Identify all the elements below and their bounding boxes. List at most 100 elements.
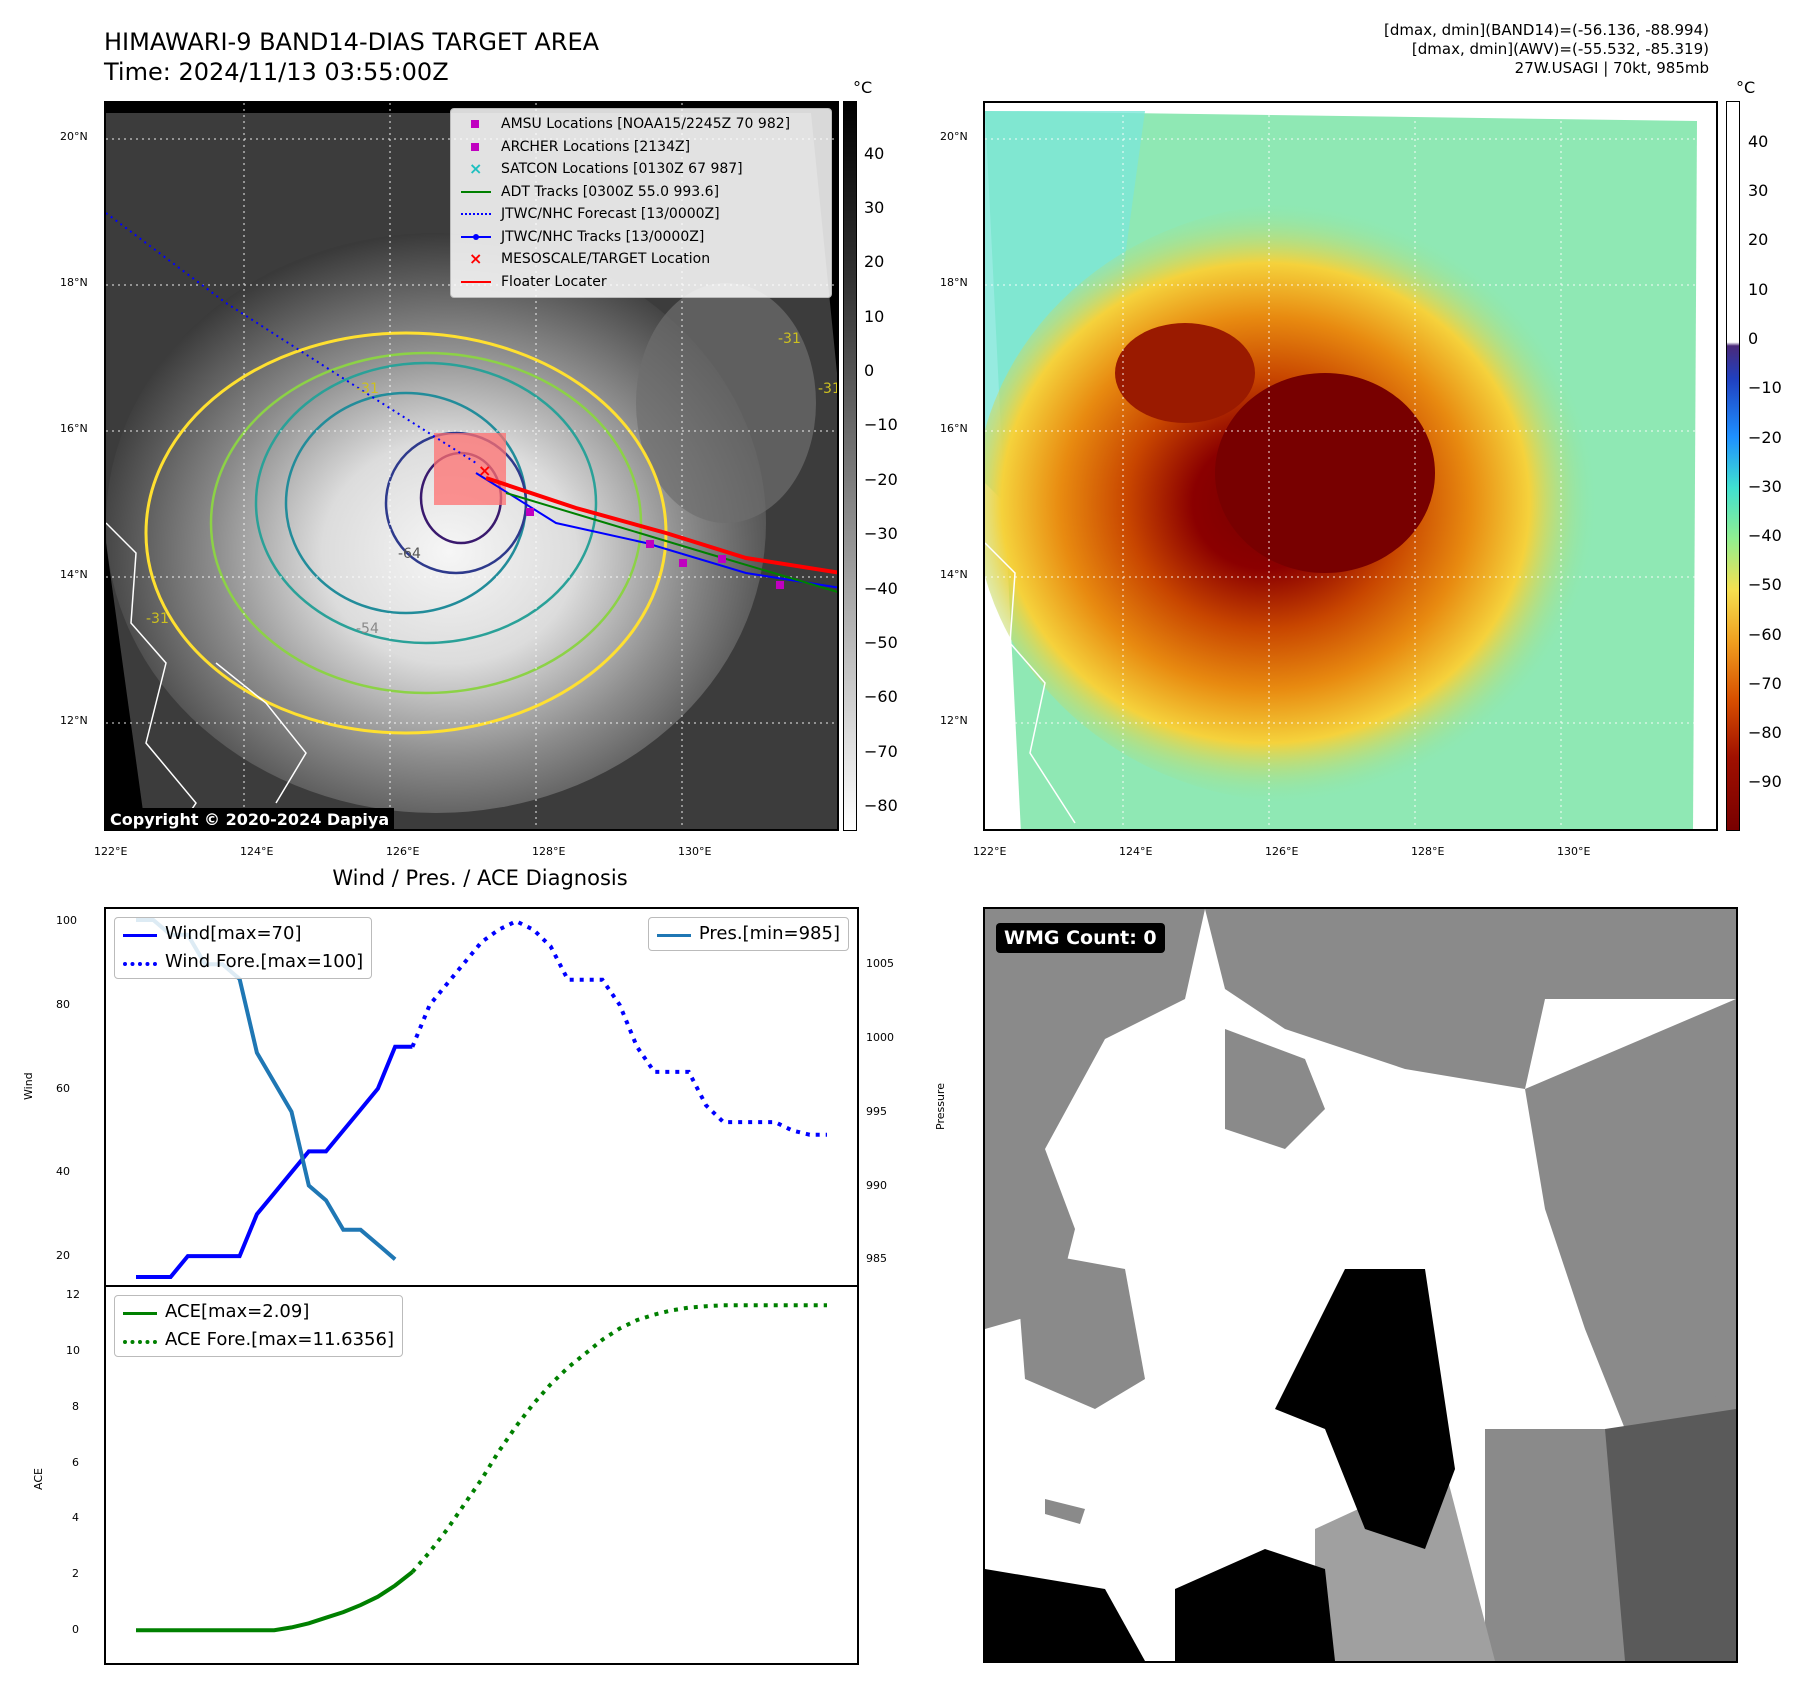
ace-forecast-series-line [410,1303,827,1574]
awv-colorbar-tick: −70 [1748,673,1782,693]
ir-lat-label: 14°N [60,568,88,581]
ir-lat-label: 20°N [60,130,88,143]
ir-lat-label: 12°N [60,714,88,727]
solid-line-icon [656,923,691,945]
dotted-line-icon [123,1329,157,1351]
ir-colorbar-tick: 20 [864,252,885,272]
dotted-line-icon [123,951,157,973]
ir-colorbar [843,101,857,831]
ir-colorbar-tick: 0 [864,361,875,381]
legend-jtwc-tracks: JTWC/NHC Tracks [13/0000Z] [459,226,823,249]
ir-colorbar-unit: °C [853,78,873,97]
legend-mesoscale: × MESOSCALE/TARGET Location [459,248,823,271]
wind-pres-chart: Wind[max=70] Wind Fore.[max=100] Pres.[m… [104,907,859,1287]
stats-band14: [dmax, dmin](BAND14)=(-56.136, -88.994) [1384,21,1709,39]
ace-series-line [136,1570,414,1633]
ace-tick: 10 [66,1343,80,1357]
stats-storm: 27W.USAGI | 70kt, 985mb [1514,59,1709,77]
x-marker-icon: × [469,249,483,269]
contour-label-64: -64 [398,546,421,562]
awv-colorbar-tick: 20 [1748,230,1769,250]
wind-axis-label: Wind [22,1072,35,1100]
ir-colorbar-tick: −40 [864,578,898,598]
square-marker-icon [459,136,493,158]
contour-label-31c: -31 [146,611,169,627]
legend-ace: ACE[max=2.09] [123,1298,394,1326]
awv-colorbar-tick: −50 [1748,575,1782,595]
awv-colorbar-tick: −90 [1748,772,1782,792]
ir-legend: AMSU Locations [NOAA15/2245Z 70 982] ARC… [450,108,832,298]
wind-legend: Wind[max=70] Wind Fore.[max=100] [114,917,373,979]
solid-line-icon [459,271,493,293]
legend-adt: ADT Tracks [0300Z 55.0 993.6] [459,181,823,204]
wmg-count-badge: WMG Count: 0 [996,923,1165,953]
title-line-1: HIMAWARI-9 BAND14-DIAS TARGET AREA [104,28,600,56]
legend-wind-forecast: Wind Fore.[max=100] [123,948,363,976]
wind-tick: 60 [56,1081,70,1095]
title-line-2: Time: 2024/11/13 03:55:00Z [104,58,449,86]
pressure-tick: 1000 [866,1030,894,1044]
pressure-tick: 1005 [866,957,894,971]
awv-lat-label: 14°N [940,568,968,581]
ir-colorbar-tick: 30 [864,197,885,217]
awv-lat-label: 16°N [940,422,968,435]
legend-satcon: × SATCON Locations [0130Z 67 987] [459,158,823,181]
wind-tick: 40 [56,1165,70,1179]
wmg-image [985,909,1736,1661]
ir-colorbar-tick: −70 [864,741,898,761]
ace-axis-label: ACE [32,1468,45,1490]
awv-lon-label: 126°E [1265,845,1299,858]
wind-tick: 20 [56,1249,70,1263]
awv-colorbar-tick: −80 [1748,723,1782,743]
ace-tick: 4 [72,1511,79,1525]
solid-line-icon [123,1301,157,1323]
ir-lon-label: 128°E [532,845,566,858]
legend-archer: ARCHER Locations [2134Z] [459,136,823,159]
diagnosis-title: Wind / Pres. / ACE Diagnosis [332,866,628,890]
ace-chart: ACE[max=2.09] ACE Fore.[max=11.6356] [104,1285,859,1665]
ir-colorbar-tick: −80 [864,796,898,816]
ir-colorbar-tick: 10 [864,306,885,326]
awv-colorbar-tick: 30 [1748,181,1769,201]
contour-label-54: -54 [356,621,379,637]
contour-label-31d: -31 [356,381,379,397]
ir-lat-label: 18°N [60,276,88,289]
awv-lat-label: 18°N [940,276,968,289]
ace-tick: 0 [72,1623,79,1637]
ir-satellite-panel: × -64 -54 -31 -31 -31 -31 AMSU Locations… [104,101,839,831]
pressure-tick: 995 [866,1104,887,1118]
stats-block: [dmax, dmin](BAND14)=(-56.136, -88.994) … [1384,21,1709,78]
awv-colorbar-tick: 0 [1748,328,1759,348]
line-dot-icon [459,226,493,248]
awv-lon-label: 122°E [973,845,1007,858]
wind-tick: 100 [56,914,77,928]
stats-awv: [dmax, dmin](AWV)=(-55.532, -85.319) [1411,40,1709,58]
ir-colorbar-tick: 40 [864,143,885,163]
figure-title: HIMAWARI-9 BAND14-DIAS TARGET AREA Time:… [104,27,599,87]
awv-colorbar-tick: 10 [1748,279,1769,299]
ir-lon-label: 126°E [386,845,420,858]
pressure-axis-label: Pressure [934,1083,947,1130]
ir-colorbar-tick: −60 [864,687,898,707]
svg-text:×: × [478,461,491,480]
pres-legend: Pres.[min=985] [647,917,849,951]
legend-ace-forecast: ACE Fore.[max=11.6356] [123,1326,394,1354]
awv-lon-label: 124°E [1119,845,1153,858]
target-area-box [434,433,506,505]
wind-series-line [136,1044,413,1279]
legend-amsu: AMSU Locations [NOAA15/2245Z 70 982] [459,113,823,136]
awv-colorbar-tick: −40 [1748,526,1782,546]
ir-lon-label: 124°E [240,845,274,858]
ir-colorbar-tick: −20 [864,469,898,489]
awv-satellite-image [985,103,1716,829]
solid-line-icon [123,923,157,945]
awv-colorbar [1726,101,1740,831]
ace-plot [135,1303,828,1633]
solid-line-icon [459,181,493,203]
ace-legend: ACE[max=2.09] ACE Fore.[max=11.6356] [114,1295,403,1357]
ir-lon-label: 122°E [94,845,128,858]
awv-colorbar-tick: −60 [1748,624,1782,644]
legend-wind: Wind[max=70] [123,920,363,948]
legend-floater: Floater Locater [459,271,823,294]
dotted-line-icon [459,203,493,225]
